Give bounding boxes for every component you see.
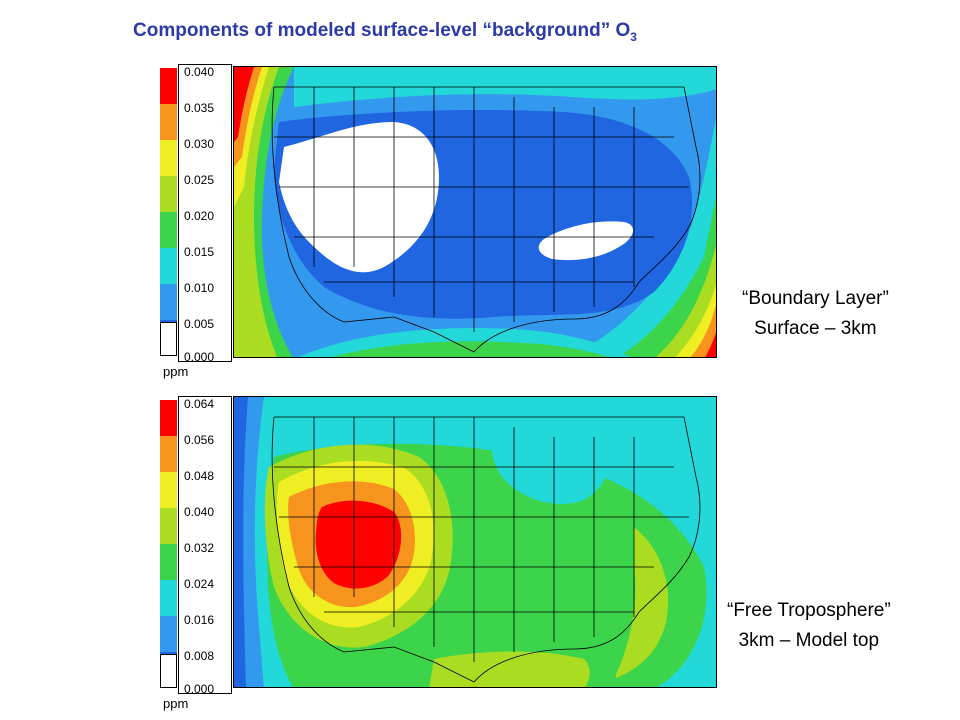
colorbar-tick-box — [178, 396, 232, 694]
colorbar-segment — [160, 616, 177, 652]
colorbar-tick: 0.024 — [184, 577, 215, 591]
colorbar-segment — [160, 140, 177, 176]
label-line-1: “Boundary Layer” — [742, 288, 889, 309]
colorbar-tick: 0.030 — [184, 137, 215, 151]
colorbar-tick: 0.035 — [184, 101, 215, 115]
ozone-map-free-troposphere — [234, 397, 716, 687]
colorbar-segment — [160, 472, 177, 508]
colorbar-segment — [160, 284, 177, 320]
label-boundary-layer: “Boundary Layer” Surface – 3km — [742, 284, 889, 344]
colorbar-segment — [160, 544, 177, 580]
label-line-2: 3km – Model top — [738, 630, 880, 651]
colorbar-tick: 0.015 — [184, 245, 215, 259]
colorbar-segment-white — [160, 654, 177, 688]
colorbar-unit: ppm — [163, 364, 189, 379]
colorbar-segment — [160, 400, 177, 436]
colorbar-segment — [160, 580, 177, 616]
colorbar-tick: 0.048 — [184, 469, 215, 483]
figure-title: Components of modeled surface-level “bac… — [133, 20, 637, 44]
label-line-2: Surface – 3km — [754, 318, 877, 339]
colorbar-tick: 0.016 — [184, 613, 215, 627]
colorbar-tick-box — [178, 64, 232, 362]
colorbar-segment — [160, 508, 177, 544]
colorbar-segment — [160, 68, 177, 104]
colorbar-tick: 0.000 — [184, 682, 215, 696]
colorbar-tick: 0.010 — [184, 281, 215, 295]
colorbar-tick: 0.064 — [184, 397, 215, 411]
colorbar-tick: 0.040 — [184, 65, 215, 79]
colorbar-boundary-layer — [160, 68, 177, 356]
colorbar-segment — [160, 176, 177, 212]
colorbar-segment — [160, 436, 177, 472]
colorbar-segment — [160, 104, 177, 140]
colorbar-free-troposphere — [160, 400, 177, 688]
colorbar-tick: 0.040 — [184, 505, 215, 519]
label-line-1: “Free Troposphere” — [727, 600, 891, 621]
colorbar-tick: 0.025 — [184, 173, 215, 187]
colorbar-tick: 0.000 — [184, 350, 215, 364]
colorbar-tick: 0.056 — [184, 433, 215, 447]
label-free-troposphere: “Free Troposphere” 3km – Model top — [727, 596, 891, 656]
map-boundary-layer — [233, 66, 717, 358]
colorbar-segment-white — [160, 322, 177, 356]
colorbar-tick: 0.020 — [184, 209, 215, 223]
colorbar-segment — [160, 248, 177, 284]
colorbar-unit: ppm — [163, 696, 189, 711]
map-free-troposphere — [233, 396, 717, 688]
ozone-map-boundary-layer — [234, 67, 716, 357]
title-text: Components of modeled surface-level “bac… — [133, 20, 631, 41]
title-subscript: 3 — [630, 29, 637, 44]
colorbar-tick: 0.008 — [184, 649, 215, 663]
colorbar-tick: 0.032 — [184, 541, 215, 555]
colorbar-segment — [160, 212, 177, 248]
colorbar-tick: 0.005 — [184, 317, 215, 331]
